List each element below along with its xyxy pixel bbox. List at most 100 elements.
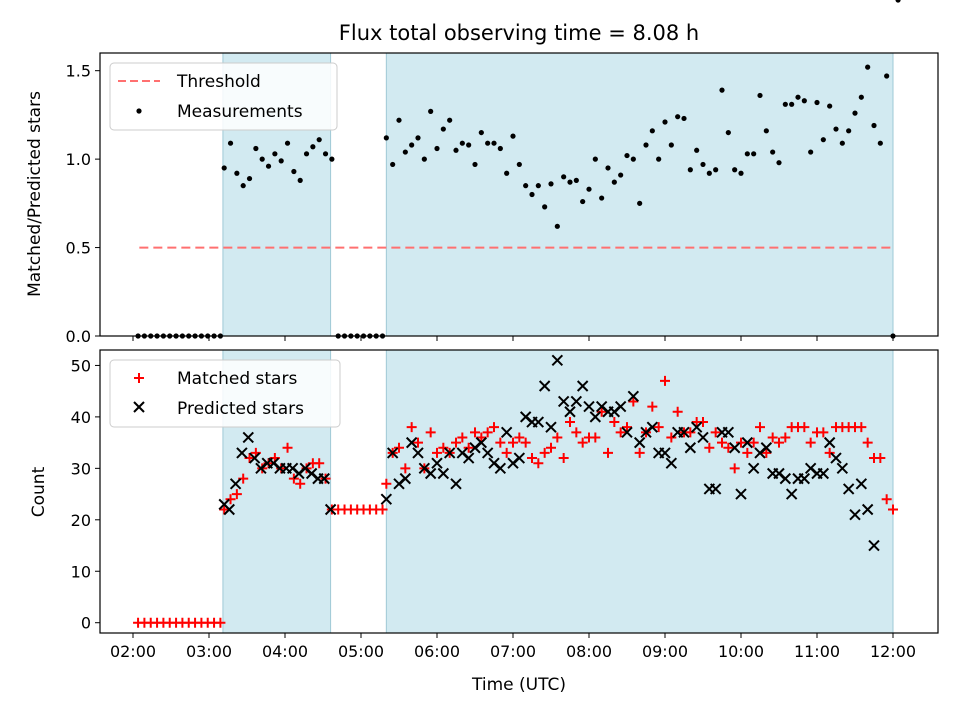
predicted-star-point bbox=[450, 478, 462, 490]
matched-star-point bbox=[470, 427, 480, 438]
predicted-star-point bbox=[728, 442, 741, 454]
matched-star-point bbox=[698, 417, 708, 428]
measurement-point bbox=[694, 147, 700, 153]
matched-star-point bbox=[603, 447, 613, 458]
measurement-point bbox=[814, 99, 820, 106]
top-legend: Threshold Measurements bbox=[109, 62, 338, 131]
predicted-star-point bbox=[830, 452, 842, 464]
matched-star-point bbox=[558, 453, 569, 464]
predicted-star-point bbox=[779, 472, 792, 485]
matched-star-point bbox=[219, 504, 230, 515]
measurement-point bbox=[662, 119, 668, 125]
predicted-star-point bbox=[659, 447, 671, 459]
predicted-star-point bbox=[849, 508, 861, 521]
x-tick-label: 10:00 bbox=[718, 642, 764, 661]
measurement-point bbox=[234, 170, 240, 176]
measurement-point bbox=[561, 174, 567, 180]
measurement-point bbox=[738, 170, 744, 176]
matched-star-point bbox=[774, 437, 784, 448]
predicted-star-point bbox=[545, 421, 557, 433]
measurements-series bbox=[135, 0, 901, 339]
chart-title: Flux total observing time = 8.08 h bbox=[339, 21, 699, 45]
predicted-star-point bbox=[678, 426, 690, 439]
measurement-point bbox=[713, 167, 719, 173]
matched-star-point bbox=[377, 504, 388, 515]
measurement-point bbox=[852, 110, 858, 116]
measurement-point bbox=[221, 165, 227, 171]
measurement-point bbox=[535, 183, 541, 189]
measurement-point bbox=[846, 128, 852, 134]
matched-star-point bbox=[875, 453, 886, 464]
predicted-star-point bbox=[236, 447, 248, 459]
matched-star-point bbox=[231, 489, 242, 500]
measurement-point bbox=[877, 140, 883, 146]
matched-star-point bbox=[215, 617, 226, 628]
predicted-star-point bbox=[229, 478, 242, 490]
measurement-point bbox=[409, 142, 415, 148]
matched-star-point bbox=[565, 417, 575, 428]
measurement-point bbox=[675, 114, 681, 120]
legend-matched-label: Matched stars bbox=[177, 369, 297, 389]
matched-star-point bbox=[736, 437, 746, 448]
measurement-point bbox=[491, 140, 497, 146]
matched-star-point bbox=[225, 494, 236, 505]
legend-threshold-label: Threshold bbox=[176, 72, 261, 92]
predicted-star-point bbox=[817, 467, 830, 480]
matched-star-point bbox=[856, 422, 867, 433]
measurement-point bbox=[542, 204, 548, 210]
measurement-point bbox=[776, 160, 782, 166]
measurement-point bbox=[421, 156, 427, 162]
measurement-point bbox=[580, 198, 586, 205]
measurement-point bbox=[624, 152, 630, 159]
predicted-star-point bbox=[223, 503, 235, 516]
measurement-point bbox=[668, 142, 674, 148]
measurement-point bbox=[706, 170, 712, 176]
matched-star-point bbox=[628, 396, 639, 407]
matched-star-point bbox=[590, 432, 601, 443]
matched-star-point bbox=[489, 422, 499, 433]
matched-stars-series bbox=[133, 376, 898, 628]
matched-star-point bbox=[394, 442, 404, 453]
bottom-observing-windows bbox=[222, 349, 894, 634]
matched-star-point bbox=[451, 437, 461, 448]
predicted-star-point bbox=[399, 472, 412, 485]
matched-star-point bbox=[501, 447, 512, 458]
measurement-point bbox=[291, 168, 297, 175]
predicted-star-point bbox=[576, 380, 589, 392]
measurement-point bbox=[833, 126, 839, 132]
x-tick-label: 02:00 bbox=[110, 642, 156, 661]
measurement-point bbox=[415, 135, 421, 141]
matched-star-point bbox=[780, 432, 791, 443]
measurement-point bbox=[529, 191, 535, 198]
matched-star-point bbox=[520, 437, 531, 448]
predicted-star-point bbox=[424, 467, 437, 480]
matched-star-point bbox=[710, 427, 721, 438]
x-tick-label: 11:00 bbox=[794, 642, 840, 661]
measurement-point bbox=[459, 140, 465, 146]
y-tick-label: 1.5 bbox=[66, 62, 91, 81]
observing-window bbox=[385, 349, 894, 634]
predicted-star-point bbox=[462, 452, 475, 464]
x-tick-label: 05:00 bbox=[338, 642, 384, 661]
predicted-star-point bbox=[431, 457, 443, 469]
measurement-point bbox=[447, 117, 453, 123]
matched-star-point bbox=[314, 458, 325, 469]
measurement-point bbox=[573, 177, 579, 183]
measurement-point bbox=[839, 140, 845, 146]
measurement-point bbox=[310, 144, 316, 150]
predicted-star-point bbox=[412, 447, 424, 459]
predicted-star-point bbox=[709, 483, 722, 495]
predicted-star-point bbox=[386, 447, 399, 459]
measurement-point bbox=[516, 161, 522, 168]
predicted-star-point bbox=[868, 539, 880, 552]
matched-star-point bbox=[881, 494, 892, 505]
legend-predicted-marker bbox=[133, 401, 145, 413]
predicted-star-point bbox=[570, 395, 583, 408]
measurement-point bbox=[649, 128, 655, 134]
measurement-point bbox=[303, 151, 310, 157]
predicted-star-point bbox=[747, 462, 760, 475]
matched-star-point bbox=[748, 437, 759, 448]
matched-star-point bbox=[282, 442, 293, 453]
measurement-point bbox=[637, 200, 643, 206]
measurement-point bbox=[390, 161, 396, 168]
